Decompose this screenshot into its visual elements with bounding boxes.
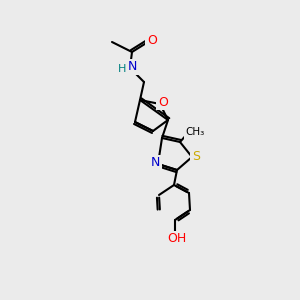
Text: S: S xyxy=(192,151,200,164)
Text: N: N xyxy=(150,157,160,169)
Text: H: H xyxy=(118,64,126,74)
Text: O: O xyxy=(158,95,168,109)
Text: CH₃: CH₃ xyxy=(185,127,205,137)
Text: O: O xyxy=(147,34,157,47)
Text: OH: OH xyxy=(167,232,187,245)
Text: N: N xyxy=(127,61,137,74)
